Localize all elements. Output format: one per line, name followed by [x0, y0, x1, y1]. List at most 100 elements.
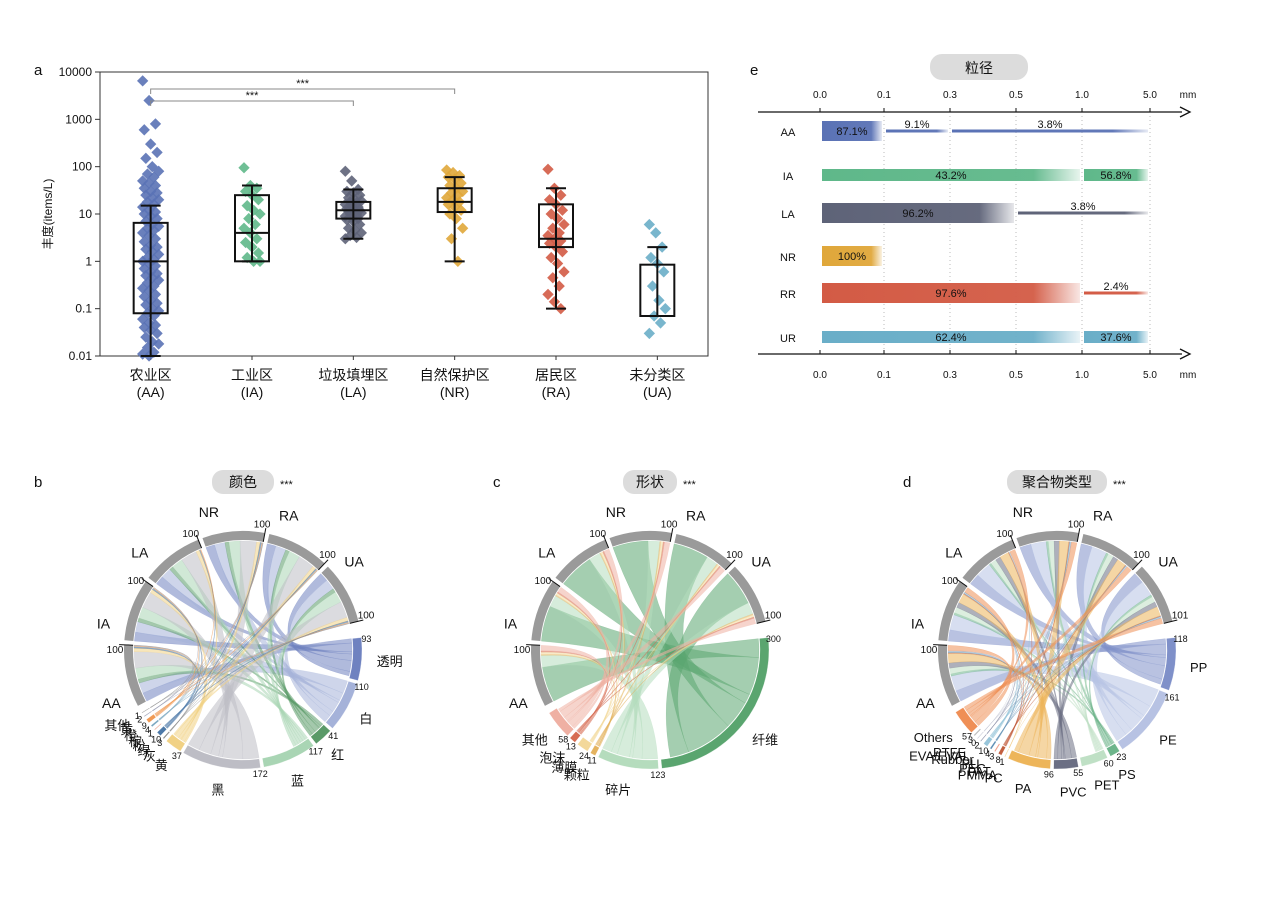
data-point: [556, 246, 569, 258]
chord-ribbon: [602, 602, 754, 753]
data-point: [643, 327, 655, 340]
data-point: [542, 288, 554, 301]
title-pill: [930, 54, 1028, 80]
region-tick: [318, 559, 329, 571]
data-point: [654, 317, 667, 329]
iqr-box: [436, 187, 473, 214]
category-arc: [980, 733, 987, 742]
data-point: [455, 204, 467, 216]
chord-ribbon: [150, 570, 318, 708]
x-category-name: 未分类区: [629, 367, 685, 383]
axis-unit: mm: [1180, 90, 1197, 101]
chord-ribbon: [152, 542, 264, 712]
data-point: [659, 303, 671, 315]
category-value: 9: [142, 721, 147, 731]
category-label: PP: [1190, 660, 1207, 675]
region-tick: [933, 644, 948, 646]
category-value: 55: [1073, 768, 1083, 778]
chord-ribbon: [150, 623, 350, 708]
region-label: AA: [916, 695, 935, 711]
chord-ribbon: [133, 645, 194, 712]
chord-ribbon: [1084, 596, 1156, 753]
region-label: UA: [344, 554, 364, 570]
region-arc: [962, 539, 1016, 584]
size-bar-percent: 9.1%: [904, 119, 929, 131]
panel-a-box-plot: a 0.01 0.1 1 10 100 1000 10000 丰度(items/L) 农业区(AA…: [34, 62, 709, 400]
category-value: 0: [971, 738, 976, 748]
region-tick: [725, 559, 736, 571]
region-label: IA: [911, 616, 925, 632]
region-tick: [349, 619, 364, 624]
panel-label-a: a: [34, 62, 43, 79]
size-bar-percent: 62.4%: [935, 332, 966, 344]
region-arc: [321, 566, 359, 624]
region-arc: [555, 539, 609, 584]
data-point: [653, 294, 665, 306]
category-arc: [1079, 749, 1108, 767]
row-label: IA: [783, 171, 794, 183]
region-tick: [195, 534, 203, 549]
row-label: RR: [780, 289, 796, 301]
category-label: 泡沫: [539, 751, 565, 766]
axis-tick-label: 5.0: [1143, 370, 1157, 381]
region-arc: [1016, 531, 1079, 547]
region-arc: [531, 581, 561, 641]
x-category-abbr: (NR): [440, 384, 470, 400]
region-arc: [267, 533, 325, 570]
region-total: 100: [996, 529, 1013, 540]
region-label: LA: [945, 544, 963, 560]
size-bar-percent: 97.6%: [935, 288, 966, 300]
data-point: [251, 233, 263, 245]
category-label: PE: [1159, 732, 1177, 747]
size-bar: [1084, 331, 1148, 343]
category-label: PS: [1118, 767, 1136, 782]
region-total: 100: [535, 576, 552, 587]
category-label: 绿: [137, 743, 150, 758]
category-arc: [998, 745, 1006, 756]
category-arc: [1117, 689, 1168, 750]
size-bar: [952, 129, 1148, 133]
title: 粒径: [965, 60, 993, 76]
region-total: 100: [128, 576, 145, 587]
size-bar-percent: 96.2%: [902, 208, 933, 220]
region-total: 100: [661, 519, 678, 530]
x-category-abbr: (AA): [137, 384, 165, 400]
y-tick-label: 0.1: [75, 302, 92, 316]
chord-ribbon: [983, 566, 1128, 732]
region-total: 100: [358, 611, 375, 622]
data-point: [346, 175, 358, 187]
category-label: 颗粒: [564, 768, 590, 783]
category-label: 蓝: [291, 773, 304, 788]
region-label: NR: [606, 504, 626, 520]
category-arc: [310, 724, 331, 745]
size-bar-percent: 37.6%: [1100, 332, 1131, 344]
region-arc: [674, 533, 732, 570]
data-point: [558, 218, 570, 231]
chord-ribbon: [173, 617, 349, 736]
category-arc: [976, 731, 984, 739]
category-label: Others: [914, 730, 954, 745]
chord-ribbon: [589, 614, 755, 742]
category-arc: [146, 713, 157, 724]
category-label: PMMA: [958, 768, 997, 783]
x-category-abbr: (RA): [542, 384, 571, 400]
title-pill: [212, 470, 274, 494]
size-bar-percent: 3.8%: [1070, 201, 1095, 213]
region-arc: [1081, 533, 1139, 570]
category-arc: [325, 681, 358, 729]
significance-bracket: [150, 88, 456, 94]
region-total: 100: [765, 611, 782, 622]
region-arc: [124, 581, 154, 641]
chord-ribbon: [595, 613, 754, 746]
size-bar: [822, 203, 1014, 223]
iqr-box: [538, 203, 574, 249]
region-total: 100: [589, 529, 606, 540]
chord-ribbon: [281, 588, 336, 737]
category-value: 2: [137, 715, 142, 725]
data-point: [151, 327, 163, 340]
category-value: 161: [1165, 692, 1180, 702]
data-point: [151, 146, 163, 159]
category-value: 23: [1116, 752, 1126, 762]
category-value: 8: [996, 755, 1001, 765]
